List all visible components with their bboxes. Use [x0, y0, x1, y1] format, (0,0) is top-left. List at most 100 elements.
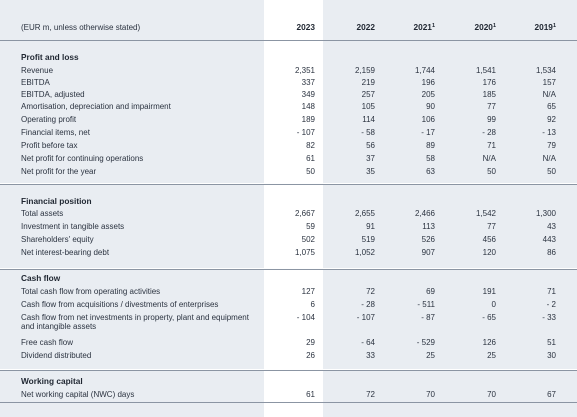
row-label: Net profit for continuing operations [21, 154, 144, 163]
cell-value: 70 [426, 390, 435, 399]
row-label: Total cash flow from operating activitie… [21, 287, 161, 296]
cell-value: - 529 [416, 338, 435, 347]
table-row: Amortisation, depreciation and impairmen… [0, 102, 577, 114]
cell-value: 37 [366, 154, 375, 163]
cell-value: 33 [366, 351, 375, 360]
cell-value: 127 [301, 287, 315, 296]
year-header: 20191 [534, 22, 556, 32]
cell-value: - 28 [361, 300, 375, 309]
cell-value: 30 [547, 351, 556, 360]
cell-value: - 107 [296, 128, 315, 137]
row-label: Revenue [21, 66, 54, 75]
cell-value: 2,351 [294, 66, 315, 75]
cell-value: 35 [366, 167, 375, 176]
cell-value: 526 [421, 235, 435, 244]
row-label: Net profit for the year [21, 167, 97, 176]
cell-value: 50 [547, 167, 556, 176]
cell-value: 25 [426, 351, 435, 360]
cell-value: - 28 [482, 128, 496, 137]
cell-value: 157 [542, 78, 556, 87]
row-label: Operating profit [21, 115, 77, 124]
cell-value: 99 [487, 115, 496, 124]
table-row: Net working capital (NWC) days 61 72 70 … [0, 390, 577, 402]
cell-value: 61 [306, 154, 315, 163]
section-title: Financial position [21, 196, 92, 206]
cell-value: 2,667 [294, 209, 315, 218]
table-row: Revenue 2,351 2,159 1,744 1,541 1,534 [0, 66, 577, 78]
section-title: Cash flow [21, 273, 61, 283]
table-row: Net profit for continuing operations 61 … [0, 154, 577, 166]
cell-value: 907 [421, 248, 435, 257]
cell-value: 43 [547, 222, 556, 231]
table-row: Net profit for the year 50 35 63 50 50 [0, 167, 577, 179]
cell-value: 58 [426, 154, 435, 163]
section-title-row: Cash flow [0, 274, 577, 286]
row-label: Net interest-bearing debt [21, 248, 110, 257]
table-row: Free cash flow 29 - 64 - 529 126 51 [0, 338, 577, 350]
table-row: Cash flow from net investments in proper… [0, 313, 577, 335]
cell-value: - 65 [482, 313, 496, 322]
cell-value: 61 [306, 390, 315, 399]
cell-value: 71 [547, 287, 556, 296]
cell-value: 50 [306, 167, 315, 176]
cell-value: 196 [421, 78, 435, 87]
cell-value: 29 [306, 338, 315, 347]
cell-value: 79 [547, 141, 556, 150]
table-row: Investment in tangible assets 59 91 113 … [0, 222, 577, 234]
cell-value: 70 [487, 390, 496, 399]
cell-value: 257 [361, 90, 375, 99]
cell-value: 26 [306, 351, 315, 360]
table-row: Operating profit 189 114 106 99 92 [0, 115, 577, 127]
cell-value: 2,159 [354, 66, 375, 75]
cell-value: 1,541 [475, 66, 496, 75]
cell-value: 77 [487, 102, 496, 111]
cell-value: 189 [301, 115, 315, 124]
table-row: Financial items, net - 107 - 58 - 17 - 2… [0, 128, 577, 140]
table-bottom-rule [0, 402, 577, 403]
cell-value: 219 [361, 78, 375, 87]
cell-value: - 87 [421, 313, 435, 322]
cell-value: N/A [542, 154, 556, 163]
cell-value: 72 [366, 287, 375, 296]
cell-value: 51 [547, 338, 556, 347]
section-title-row: Profit and loss [0, 53, 577, 65]
cell-value: 1,052 [354, 248, 375, 257]
cell-value: 114 [362, 115, 375, 124]
table-row: Shareholders' equity 502 519 526 456 443 [0, 235, 577, 247]
cell-value: - 58 [361, 128, 375, 137]
cell-value: 456 [482, 235, 496, 244]
row-label: Amortisation, depreciation and impairmen… [21, 102, 171, 111]
cell-value: 1,744 [414, 66, 435, 75]
cell-value: 502 [301, 235, 315, 244]
cell-value: 176 [482, 78, 496, 87]
row-label: Net working capital (NWC) days [21, 390, 135, 399]
row-label: Cash flow from net investments in proper… [21, 313, 249, 331]
units-note: (EUR m, unless otherwise stated) [21, 23, 141, 32]
row-label: EBITDA, adjusted [21, 90, 85, 99]
cell-value: - 33 [542, 313, 556, 322]
table-row: EBITDA, adjusted 349 257 205 185 N/A [0, 90, 577, 102]
year-header: 2023 [296, 22, 315, 32]
cell-value: 77 [487, 222, 496, 231]
row-label: Profit before tax [21, 141, 78, 150]
header-bottom-rule [0, 40, 577, 41]
cell-value: 6 [310, 300, 315, 309]
section-title: Profit and loss [21, 52, 79, 62]
cell-value: - 107 [356, 313, 375, 322]
year-header: 2022 [356, 22, 375, 32]
table-row: Total cash flow from operating activitie… [0, 287, 577, 299]
cell-value: 86 [547, 248, 556, 257]
cell-value: 148 [301, 102, 315, 111]
cell-value: 337 [301, 78, 315, 87]
cell-value: 50 [487, 167, 496, 176]
cell-value: - 64 [361, 338, 375, 347]
cell-value: 69 [426, 287, 435, 296]
cell-value: 25 [487, 351, 496, 360]
cell-value: 113 [422, 222, 435, 231]
cell-value: 443 [542, 235, 556, 244]
cell-value: N/A [542, 90, 556, 99]
cell-value: 2,466 [414, 209, 435, 218]
section-divider [0, 269, 577, 270]
current-year-column-highlight [264, 0, 323, 417]
cell-value: 120 [482, 248, 496, 257]
